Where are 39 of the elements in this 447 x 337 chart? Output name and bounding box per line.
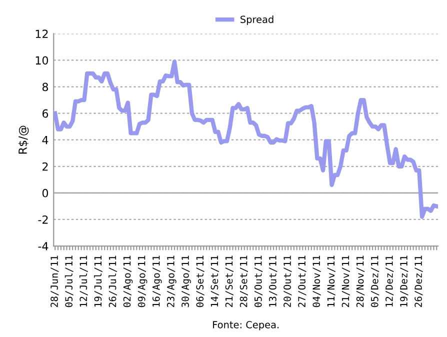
x-tick-label: 14/Set/11 (210, 256, 219, 307)
x-tick-label: 16/Ago/11 (152, 256, 162, 307)
x-tick-label: 26/Dez/11 (414, 256, 423, 307)
y-tick-label: 8 (42, 82, 48, 92)
y-tick-label: 12 (36, 30, 48, 38)
x-tick-label: 09/Ago/11 (138, 256, 148, 308)
x-tick-label: 19/Dez/11 (400, 256, 408, 307)
y-tick-label: 0 (42, 188, 48, 198)
x-tick-label: 11/Nov/11 (327, 256, 336, 307)
x-tick-label: 13/Out/11 (269, 256, 278, 307)
y-tick-label: 4 (42, 136, 48, 144)
y-tick-label: -2 (38, 215, 48, 224)
legend-label: Spread (240, 16, 274, 25)
y-tick-label: 6 (42, 109, 48, 118)
x-tick-label: 04/Nov/11 (312, 256, 321, 308)
y-tick-label: -4 (38, 242, 48, 250)
x-tick-label: 12/Dez/11 (386, 256, 394, 307)
x-tick-label: 28/Nov/11 (356, 256, 364, 307)
y-tick-label: 10 (36, 56, 48, 65)
x-tick-label: 06/Set/11 (196, 256, 204, 308)
line-series (54, 59, 438, 219)
x-tick-label: 02/Ago/11 (123, 256, 133, 308)
x-tick-label: 30/Ago/11 (182, 256, 191, 308)
x-tick-label: 19/Jul/11 (94, 256, 102, 307)
x-tick-label: 05/Out/11 (254, 256, 263, 308)
x-tick-label: 23/Ago/11 (167, 256, 176, 307)
x-tick-label: 26/Jul/11 (108, 256, 117, 307)
x-tick-label: 21/Nov/11 (342, 256, 350, 307)
x-tick-label: 28/Jun/11 (50, 256, 59, 307)
y-axis-title: R$/@ (18, 126, 29, 154)
source-note: Fonte: Cepea. (213, 321, 279, 330)
x-tick-label: 20/Out/11 (284, 256, 292, 307)
y-tick-label: 2 (42, 162, 48, 171)
x-tick-label: 05/Jul/11 (64, 256, 74, 308)
x-tick-label: 12/Jul/11 (79, 256, 88, 307)
x-tick-label: 28/Set/11 (240, 256, 248, 307)
x-tick-label: 21/Set/11 (225, 256, 234, 307)
x-tick-label: 05/Dez/11 (370, 256, 380, 308)
x-tick-label: 27/Out/11 (298, 256, 306, 307)
